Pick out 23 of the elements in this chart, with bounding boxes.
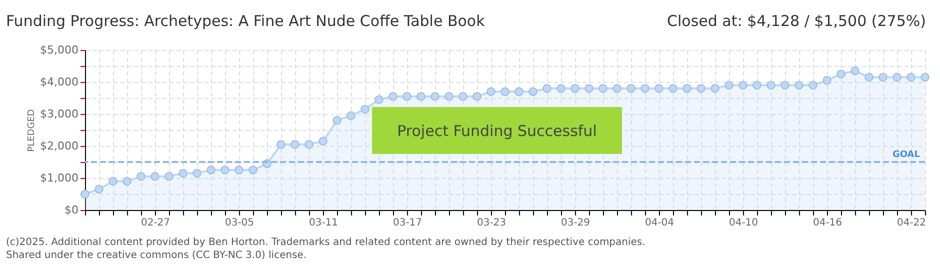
x-tick-label: 03-11 [308, 218, 338, 228]
y-tick-label: $1,000 [40, 172, 78, 184]
y-axis-title: PLEDGED [27, 109, 38, 152]
x-tick-label: 03-05 [224, 218, 254, 228]
y-tick-label: $0 [64, 204, 78, 216]
x-tick-label: 03-29 [560, 218, 590, 228]
x-tick-label: 04-10 [728, 218, 758, 228]
y-tick-label: $5,000 [40, 44, 78, 56]
chart-subtitle: Closed at: $4,128 / $1,500 (275%) [667, 12, 926, 30]
text: Shared under the creative commons (CC BY-NC 3.0) license. [6, 249, 308, 262]
x-tick-label: 02-27 [140, 218, 170, 228]
x-tick-label: 04-16 [812, 218, 842, 228]
y-tick-label: $4,000 [40, 76, 78, 88]
ref-line-label: GOAL [892, 150, 920, 160]
x-tick-label: 03-17 [392, 218, 422, 228]
text: (c)2025. Additional content provided by Ben Horton. Trademarks and related content are owned by their respective companies. [6, 236, 646, 249]
y-tick-label: $2,000 [40, 140, 78, 152]
x-tick-label: 04-22 [896, 218, 926, 228]
chart-title: Funding Progress: Archetypes: A Fine Art Nude Coffe Table Book [6, 12, 485, 30]
success-banner: Project Funding Successful [372, 107, 622, 154]
x-tick-label: 04-04 [644, 218, 674, 228]
y-tick-label: $3,000 [40, 108, 78, 120]
x-tick-label: 03-23 [476, 218, 506, 228]
